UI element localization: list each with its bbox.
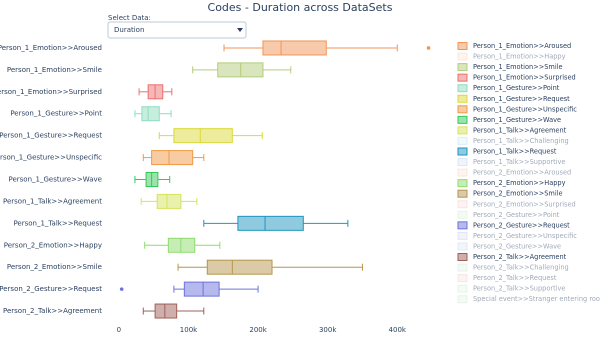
legend-swatch [457, 158, 468, 167]
box [262, 40, 327, 56]
y-tick-label: Person_1_Emotion>>Surprised [0, 88, 102, 96]
legend-label[interactable]: Person_2_Gesture>>Wave [473, 242, 561, 250]
legend-swatch [457, 126, 468, 135]
dropdown-box[interactable] [107, 21, 247, 39]
legend-swatch [457, 147, 468, 156]
legend-swatch [457, 136, 468, 145]
box [183, 281, 220, 297]
y-tick-label: Person_1_Emotion>>Aroused [0, 44, 102, 52]
y-tick-label: Person_2_Gesture>>Request [0, 285, 102, 293]
box [173, 128, 233, 144]
legend-swatch [457, 200, 468, 209]
x-tick-label: 200k [249, 326, 267, 334]
legend-label[interactable]: Person_2_Gesture>>Request [473, 221, 570, 229]
box [237, 215, 304, 231]
legend-swatch [457, 231, 468, 240]
legend-label[interactable]: Person_2_Gesture>>Point [473, 211, 560, 219]
legend-swatch [457, 284, 468, 293]
legend-swatch [457, 168, 468, 177]
legend-label[interactable]: Special event>>Stranger entering room [473, 295, 600, 303]
legend-label[interactable]: Person_1_Emotion>>Aroused [473, 42, 571, 50]
box [167, 237, 196, 253]
legend-label[interactable]: Person_1_Gesture>>Point [473, 84, 560, 92]
legend-label[interactable]: Person_2_Gesture>>Unspecific [473, 232, 577, 240]
legend-swatch [457, 179, 468, 188]
legend-label[interactable]: Person_1_Emotion>>Surprised [473, 74, 576, 82]
legend-label[interactable]: Person_1_Talk>>Request [473, 148, 557, 156]
legend-swatch [457, 52, 468, 61]
y-tick-label: Person_1_Gesture>>Wave [8, 176, 102, 184]
legend-swatch [457, 189, 468, 198]
y-tick-label: Person_1_Talk>>Agreement [3, 197, 102, 205]
x-tick-label: 100k [180, 326, 198, 334]
box [141, 106, 160, 122]
y-tick-label: Person_2_Talk>>Agreement [3, 307, 102, 315]
legend-label[interactable]: Person_2_Emotion>>Aroused [473, 169, 571, 177]
legend-label[interactable]: Person_1_Emotion>>Happy [473, 53, 566, 61]
outlier [426, 46, 431, 50]
legend-swatch [457, 115, 468, 124]
legend-swatch [457, 221, 468, 230]
x-tick-label: 0 [117, 326, 121, 334]
x-tick-label: 300k [319, 326, 337, 334]
dropdown-arrow[interactable] [237, 28, 243, 32]
box [156, 193, 182, 209]
legend-label[interactable]: Person_1_Gesture>>Request [473, 95, 570, 103]
legend-label[interactable]: Person_2_Emotion>>Surprised [473, 200, 576, 208]
legend-label[interactable]: Person_2_Talk>>Agreement [473, 253, 567, 261]
y-tick-label: Person_2_Emotion>>Smile [7, 263, 102, 271]
legend-swatch [457, 105, 468, 114]
legend-label[interactable]: Person_2_Talk>>Challenging [473, 264, 569, 272]
y-tick-label: Person_1_Emotion>>Smile [7, 66, 102, 74]
legend-swatch [457, 274, 468, 283]
chart-title: Codes - Duration across DataSets [208, 1, 393, 14]
y-tick-label: Person_2_Emotion>>Happy [4, 241, 102, 249]
y-tick-label: Person_1_Talk>>Request [13, 219, 102, 227]
legend-swatch [457, 63, 468, 72]
y-tick-label: Person_1_Gesture>>Request [0, 132, 102, 140]
legend-label[interactable]: Person_1_Gesture>>Unspecific [473, 105, 577, 113]
legend-swatch [457, 295, 468, 304]
legend-swatch [457, 253, 468, 261]
legend-swatch [457, 84, 468, 93]
legend-label[interactable]: Person_1_Talk>>Agreement [473, 126, 567, 134]
legend-swatch [457, 73, 468, 82]
legend-label[interactable]: Person_2_Talk>>Request [473, 274, 557, 282]
legend-swatch [457, 94, 468, 103]
box [154, 303, 178, 319]
legend-label[interactable]: Person_2_Talk>>Supportive [473, 285, 565, 293]
dropdown[interactable]: Duration [107, 21, 247, 39]
dropdown-label: Select Data: [108, 14, 151, 22]
legend-swatch [457, 242, 468, 251]
legend-label[interactable]: Person_2_Emotion>>Smile [473, 190, 563, 198]
legend-label[interactable]: Person_2_Emotion>>Happy [473, 179, 566, 187]
legend-label[interactable]: Person_1_Gesture>>Wave [473, 116, 561, 124]
legend-swatch [457, 210, 468, 219]
y-tick-label: Person_1_Gesture>>Unspecific [0, 154, 102, 162]
legend-swatch [457, 263, 468, 272]
legend-label[interactable]: Person_1_Talk>>Challenging [473, 137, 569, 145]
legend-label[interactable]: Person_1_Emotion>>Smile [473, 63, 563, 71]
dropdown-value[interactable]: Duration [114, 26, 144, 34]
legend-swatch [457, 42, 468, 50]
outlier [119, 287, 124, 291]
y-tick-label: Person_1_Gesture>>Point [10, 110, 102, 118]
legend-label[interactable]: Person_1_Talk>>Supportive [473, 158, 565, 166]
x-tick-label: 400k [389, 326, 407, 334]
box [206, 259, 273, 275]
box [151, 150, 194, 166]
